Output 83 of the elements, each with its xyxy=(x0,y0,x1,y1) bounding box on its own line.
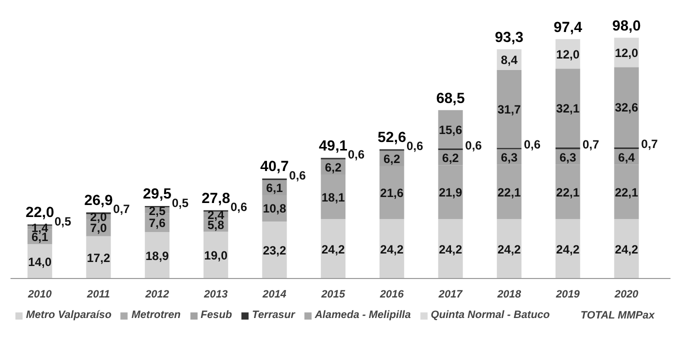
x-tick-label: 2018 xyxy=(496,288,522,300)
data-label: 15,6 xyxy=(438,122,463,137)
x-tick-label: 2019 xyxy=(554,288,580,300)
data-label: 12,0 xyxy=(614,46,639,60)
data-label: 0,5 xyxy=(54,214,72,228)
data-label: 0,6 xyxy=(406,139,424,154)
data-label: 0,6 xyxy=(348,148,365,162)
data-label: 0,7 xyxy=(641,137,658,152)
data-label: 18,1 xyxy=(321,190,346,204)
data-label: 19,0 xyxy=(204,248,228,263)
bar xyxy=(380,219,404,278)
data-label: 0,7 xyxy=(582,137,600,152)
x-tick-label: 2016 xyxy=(378,288,404,300)
legend-label: Quinta Normal - Batuco xyxy=(430,309,550,321)
data-label: 0,6 xyxy=(230,200,248,214)
data-label: 32,6 xyxy=(614,100,639,115)
x-tick-label: 2012 xyxy=(144,288,170,300)
x-tick-label: 2020 xyxy=(614,288,638,300)
data-label: 0,6 xyxy=(524,138,541,152)
data-label: 2,5 xyxy=(148,204,166,218)
total-label: 26,9 xyxy=(84,193,113,210)
data-label: 24,2 xyxy=(438,242,463,256)
bar xyxy=(320,219,346,278)
data-label: 10,8 xyxy=(262,202,287,216)
data-label: 17,2 xyxy=(86,250,111,265)
total-label: 98,0 xyxy=(612,18,641,34)
data-label: 0,6 xyxy=(289,168,306,182)
data-label: 23,2 xyxy=(262,243,287,258)
data-label: 7,6 xyxy=(148,216,166,230)
data-label: 14,0 xyxy=(28,254,52,269)
data-label: 6,4 xyxy=(618,150,636,164)
data-label: 24,2 xyxy=(321,242,346,256)
data-label: 0,5 xyxy=(172,196,189,210)
data-label: 8,4 xyxy=(500,53,518,68)
data-label: 24,2 xyxy=(556,242,580,256)
x-tick-label: 2015 xyxy=(320,288,346,300)
legend-label: Alameda - Melipilla xyxy=(314,309,411,321)
bar xyxy=(556,219,580,278)
total-label: 68,5 xyxy=(436,90,465,107)
data-label: 0,6 xyxy=(465,138,482,152)
legend-label: Metrotren xyxy=(131,309,181,321)
data-label: 24,2 xyxy=(497,242,522,256)
bar xyxy=(262,221,287,278)
legend-label: Terrasur xyxy=(252,309,295,321)
bar xyxy=(86,236,111,278)
data-label: 6,2 xyxy=(383,152,400,166)
data-label: 22,1 xyxy=(614,185,639,200)
data-label: 12,0 xyxy=(556,47,580,62)
total-label: 40,7 xyxy=(260,159,289,176)
x-tick-label: 2011 xyxy=(86,288,110,300)
x-tick-label: 2013 xyxy=(202,288,228,300)
data-label: 24,2 xyxy=(380,242,404,256)
total-label: 52,6 xyxy=(378,130,406,146)
data-label: 6,3 xyxy=(500,150,518,164)
data-label: 2,4 xyxy=(207,208,224,222)
data-label: 21,6 xyxy=(380,186,404,200)
data-label: 32,1 xyxy=(556,102,580,116)
x-tick-label: 2014 xyxy=(262,288,286,300)
x-tick-label: 2017 xyxy=(438,288,464,300)
data-label: 24,2 xyxy=(614,242,639,256)
total-label: 22,0 xyxy=(26,205,54,222)
data-label: 22,1 xyxy=(556,185,580,200)
data-label: 0,7 xyxy=(113,202,130,216)
total-label: 93,3 xyxy=(494,30,524,46)
data-label: 6,1 xyxy=(266,180,284,195)
data-label: 22,1 xyxy=(497,185,522,200)
bar xyxy=(496,219,522,278)
total-label: 29,5 xyxy=(142,186,172,203)
text: TOTAL MMPax xyxy=(580,310,656,322)
bar xyxy=(438,219,463,278)
data-label: 31,7 xyxy=(497,102,522,116)
data-label: 6,2 xyxy=(442,151,460,166)
data-label: 6,2 xyxy=(324,160,342,174)
legend-label: Metro Valparaíso xyxy=(26,309,112,321)
bar xyxy=(614,219,639,278)
data-label: 21,9 xyxy=(438,186,463,200)
legend-label: Fesub xyxy=(200,309,232,321)
total-label: 49,1 xyxy=(318,138,348,154)
total-label: 27,8 xyxy=(202,190,230,207)
x-tick-label: 2010 xyxy=(26,288,52,300)
data-label: 18,9 xyxy=(145,248,170,263)
data-label: 6,3 xyxy=(559,150,576,164)
total-label: 97,4 xyxy=(554,20,583,36)
